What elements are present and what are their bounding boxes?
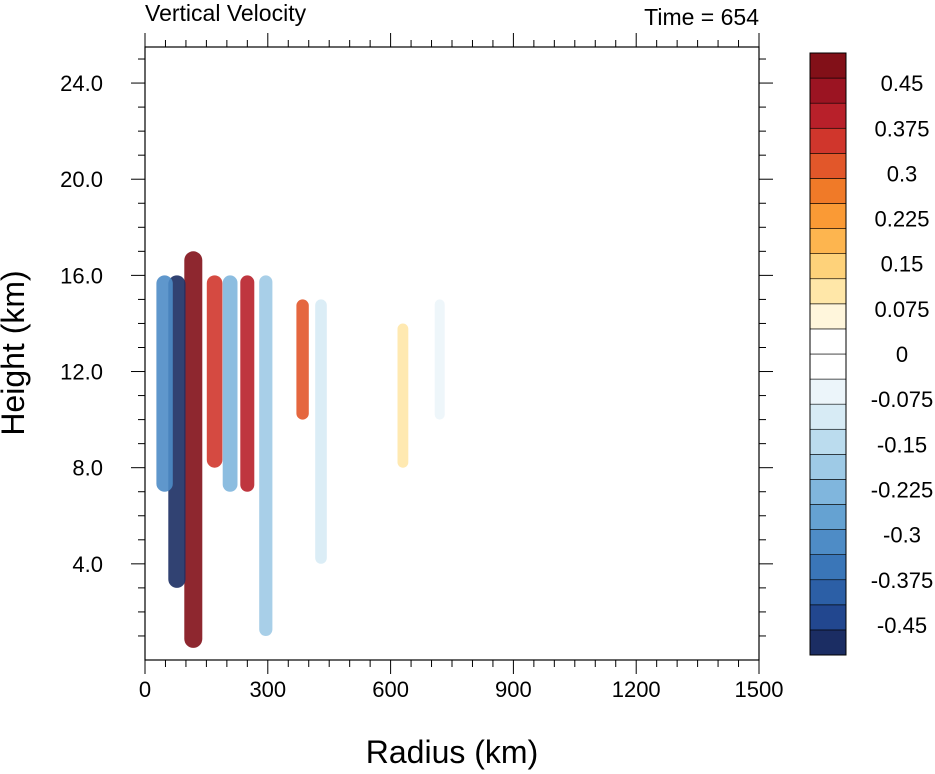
colorbar-swatch	[809, 303, 847, 330]
velocity-streak-6	[259, 275, 273, 636]
x-tick-labels: 0 300 600 900 1200 1500	[139, 677, 784, 702]
velocity-streak-7	[296, 299, 309, 420]
colorbar	[809, 52, 847, 656]
x-tick-label: 1200	[612, 677, 661, 702]
x-tick-label: 600	[372, 677, 409, 702]
y-tick-label: 24.0	[60, 71, 103, 96]
colorbar-swatch	[809, 604, 847, 631]
colorbar-swatch	[809, 403, 847, 430]
velocity-streak-8	[315, 299, 327, 564]
colorbar-swatch	[809, 454, 847, 480]
x-tick-label: 300	[249, 677, 286, 702]
velocity-streak-2	[156, 275, 173, 492]
colorbar-label: 0.3	[887, 161, 918, 186]
colorbar-swatch	[809, 153, 847, 179]
y-tick-labels: 4.0 8.0 12.0 16.0 20.0 24.0	[60, 71, 103, 577]
colorbar-swatch	[809, 554, 847, 581]
colorbar-swatch	[809, 579, 847, 606]
x-tick-label: 1500	[735, 677, 784, 702]
colorbar-label: 0.45	[881, 71, 924, 96]
colorbar-frame	[809, 52, 847, 656]
colorbar-label: 0.225	[874, 207, 929, 232]
colorbar-label: -0.075	[871, 387, 933, 412]
colorbar-swatch	[809, 504, 847, 530]
colorbar-swatch	[809, 428, 847, 455]
colorbar-swatch	[809, 378, 847, 405]
colorbar-label: 0.15	[881, 252, 924, 277]
x-tick-label: 900	[495, 677, 532, 702]
colorbar-label: 0.375	[874, 116, 929, 141]
colorbar-label: -0.3	[883, 523, 921, 548]
y-tick-label: 12.0	[60, 360, 103, 385]
colorbar-swatch	[809, 253, 847, 280]
colorbar-swatch	[809, 353, 847, 380]
y-axis-title: Height (km)	[0, 270, 31, 435]
colorbar-label: -0.45	[877, 613, 927, 638]
y-tick-label: 4.0	[72, 552, 103, 577]
chart-title: Vertical Velocity	[145, 0, 307, 26]
colorbar-swatch	[809, 479, 847, 505]
colorbar-swatch	[809, 328, 847, 355]
x-axis-title: Radius (km)	[366, 734, 538, 770]
y-tick-label: 16.0	[60, 263, 103, 288]
y-tick-label: 8.0	[72, 456, 103, 481]
colorbar-label: -0.225	[871, 477, 933, 502]
velocity-streak-5	[240, 275, 255, 492]
axis-ticks	[131, 33, 773, 674]
colorbar-swatch	[809, 178, 847, 204]
colorbar-swatch	[809, 203, 847, 229]
velocity-streak-0	[184, 251, 203, 648]
velocity-streak-4	[222, 275, 238, 492]
colorbar-label: -0.15	[877, 432, 927, 457]
colorbar-swatch	[809, 529, 847, 555]
colorbar-label: 0	[896, 342, 908, 367]
colorbar-swatch	[809, 278, 847, 305]
colorbar-swatch	[809, 77, 847, 104]
colorbar-label: 0.075	[874, 297, 929, 322]
velocity-streak-9	[397, 323, 409, 468]
colorbar-swatch	[809, 52, 847, 79]
colorbar-swatch	[809, 228, 847, 254]
colorbar-swatch	[809, 629, 847, 656]
velocity-streak-10	[434, 299, 445, 420]
heatmap-field	[156, 251, 445, 648]
colorbar-swatch	[809, 102, 847, 129]
velocity-streak-3	[206, 275, 223, 468]
colorbar-swatch	[809, 127, 847, 154]
y-tick-label: 20.0	[60, 167, 103, 192]
x-tick-label: 0	[139, 677, 151, 702]
time-label: Time = 654	[644, 4, 759, 30]
colorbar-label: -0.375	[871, 568, 933, 593]
colorbar-labels: 0.45 0.375 0.3 0.225 0.15 0.075 0 -0.075 -0.15 -0…	[871, 71, 933, 638]
